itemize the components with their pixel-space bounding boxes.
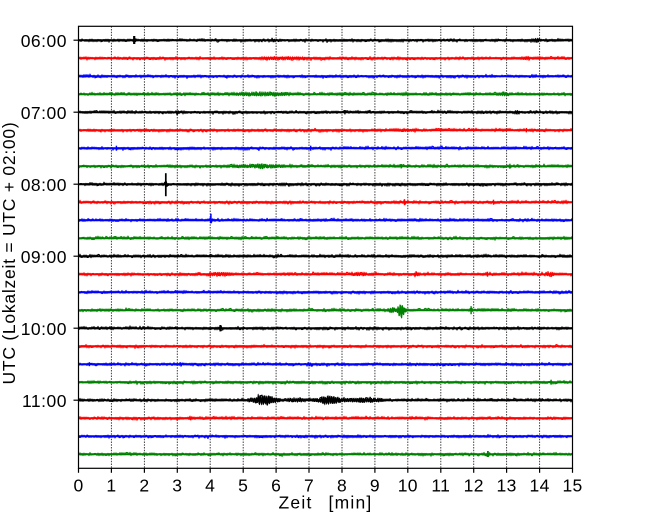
svg-text:Zeit [min]: Zeit [min]: [279, 493, 373, 513]
svg-text:4: 4: [205, 475, 215, 495]
svg-text:11: 11: [431, 475, 450, 495]
svg-text:7: 7: [304, 475, 314, 495]
svg-text:10: 10: [398, 475, 418, 495]
svg-text:11:00: 11:00: [22, 391, 67, 411]
svg-text:12: 12: [464, 475, 484, 495]
svg-text:1: 1: [106, 475, 116, 495]
svg-text:14: 14: [530, 475, 550, 495]
svg-text:9: 9: [370, 475, 380, 495]
svg-text:6: 6: [271, 475, 281, 495]
svg-text:2: 2: [139, 475, 149, 495]
svg-text:0: 0: [73, 475, 83, 495]
svg-text:5: 5: [238, 475, 248, 495]
svg-text:09:00: 09:00: [21, 247, 67, 267]
svg-text:3: 3: [172, 475, 182, 495]
svg-text:10:00: 10:00: [21, 319, 67, 339]
svg-text:UTC (Lokalzeit = UTC + 02:00): UTC (Lokalzeit = UTC + 02:00): [0, 122, 19, 385]
svg-text:8: 8: [337, 475, 347, 495]
svg-text:13: 13: [497, 475, 517, 495]
svg-text:07:00: 07:00: [21, 103, 67, 123]
svg-text:06:00: 06:00: [21, 31, 67, 51]
svg-text:15: 15: [562, 475, 582, 495]
svg-text:08:00: 08:00: [21, 175, 67, 195]
